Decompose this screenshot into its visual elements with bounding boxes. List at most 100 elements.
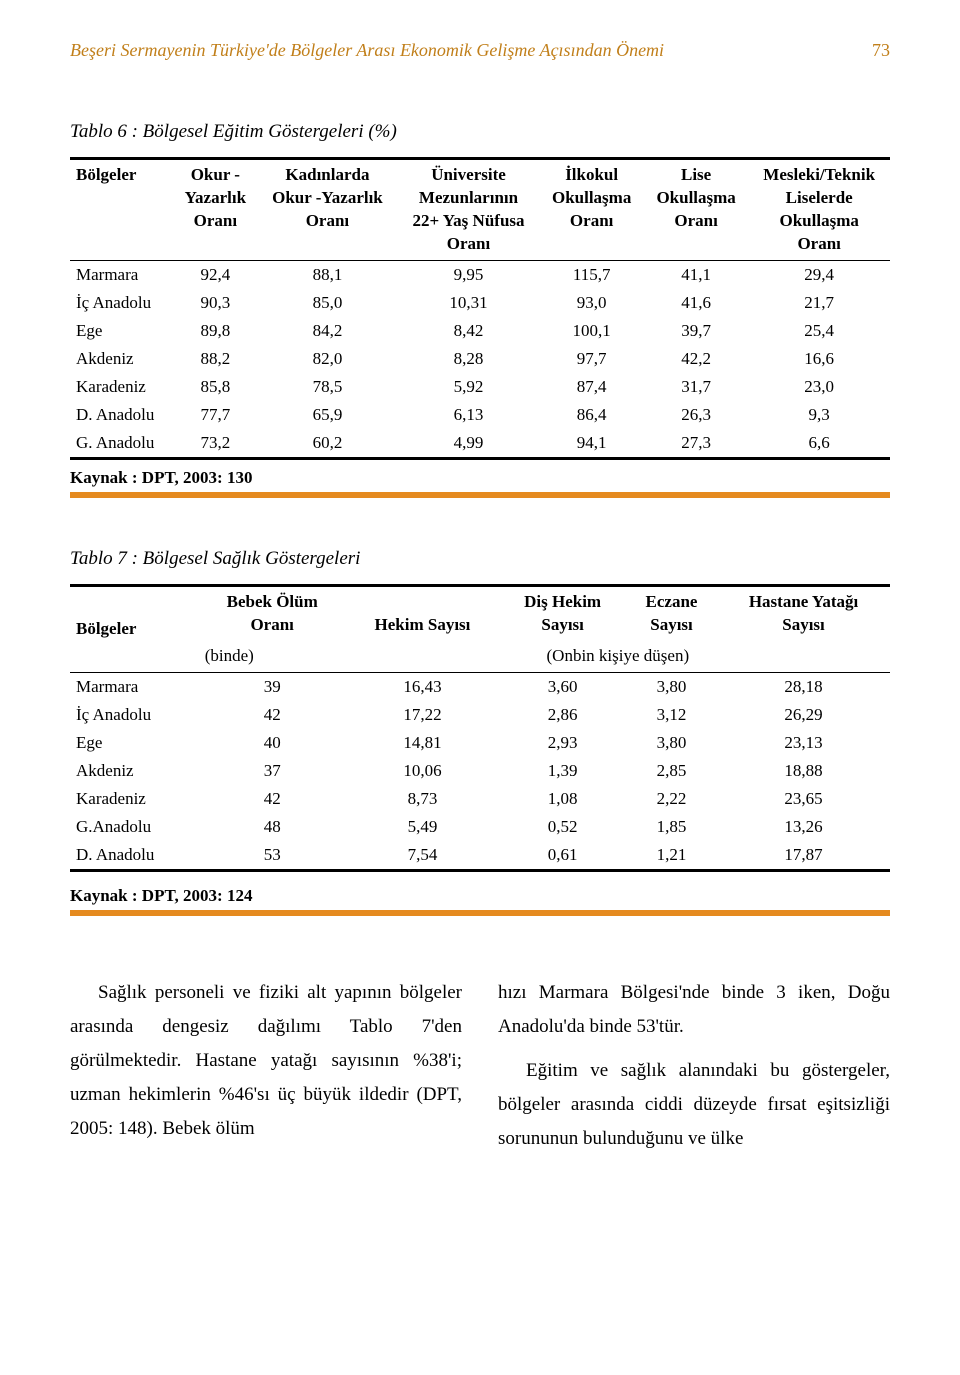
cell: 17,22 — [346, 701, 500, 729]
body-para-r1: hızı Marmara Bölgesi'nde binde 3 iken, D… — [498, 976, 890, 1044]
table-row: Marmara92,488,19,95115,741,129,4 — [70, 260, 890, 289]
cell: 5,49 — [346, 813, 500, 841]
cell: 41,1 — [644, 260, 748, 289]
table-row: G. Anadolu73,260,24,9994,127,36,6 — [70, 429, 890, 459]
t6-h-c3: Üniversite Mezunlarının 22+ Yaş Nüfusa O… — [398, 159, 540, 260]
cell: 16,6 — [748, 345, 890, 373]
cell: 7,54 — [346, 841, 500, 871]
table-row: G.Anadolu485,490,521,8513,26 — [70, 813, 890, 841]
cell: 73,2 — [173, 429, 257, 459]
cell: 9,95 — [398, 260, 540, 289]
table-row: Ege4014,812,933,8023,13 — [70, 729, 890, 757]
cell: 1,39 — [499, 757, 626, 785]
cell: 89,8 — [173, 317, 257, 345]
cell: 28,18 — [717, 672, 890, 701]
t6-body: Marmara92,488,19,95115,741,129,4İç Anado… — [70, 260, 890, 458]
t6-h-c4: İlkokul Okullaşma Oranı — [539, 159, 643, 260]
t6-h-c0: Bölgeler — [70, 159, 173, 260]
cell: 2,93 — [499, 729, 626, 757]
cell: 8,73 — [346, 785, 500, 813]
cell: 5,92 — [398, 373, 540, 401]
table-row: Karadeniz428,731,082,2223,65 — [70, 785, 890, 813]
cell: 97,7 — [539, 345, 643, 373]
cell: 2,22 — [626, 785, 717, 813]
body-para-r2: Eğitim ve sağlık alanındaki bu göstergel… — [498, 1054, 890, 1157]
t7-h-c3: Diş Hekim Sayısı — [499, 585, 626, 640]
table-row: İç Anadolu4217,222,863,1226,29 — [70, 701, 890, 729]
table6-source: Kaynak : DPT, 2003: 130 — [70, 468, 890, 488]
t6-h-c2: Kadınlarda Okur -Yazarlık Oranı — [257, 159, 397, 260]
row-label: Akdeniz — [70, 345, 173, 373]
cell: 23,0 — [748, 373, 890, 401]
page-number: 73 — [872, 40, 890, 61]
t7-sub-c1: (binde) — [199, 641, 346, 672]
t7-h-c2: Hekim Sayısı — [346, 585, 500, 640]
body-col-right: hızı Marmara Bölgesi'nde binde 3 iken, D… — [498, 976, 890, 1157]
cell: 42,2 — [644, 345, 748, 373]
cell: 94,1 — [539, 429, 643, 459]
cell: 53 — [199, 841, 346, 871]
cell: 3,60 — [499, 672, 626, 701]
t6-h-c6: Mesleki/Teknik Liselerde Okullaşma Oranı — [748, 159, 890, 260]
cell: 29,4 — [748, 260, 890, 289]
cell: 10,06 — [346, 757, 500, 785]
cell: 23,65 — [717, 785, 890, 813]
cell: 48 — [199, 813, 346, 841]
cell: 42 — [199, 701, 346, 729]
t7-h-c4: Eczane Sayısı — [626, 585, 717, 640]
table6: Bölgeler Okur - Yazarlık Oranı Kadınlard… — [70, 157, 890, 460]
cell: 65,9 — [257, 401, 397, 429]
cell: 84,2 — [257, 317, 397, 345]
page: Beşeri Sermayenin Türkiye'de Bölgeler Ar… — [0, 0, 960, 1197]
t7-h-c1: Bebek Ölüm Oranı — [199, 585, 346, 640]
cell: 31,7 — [644, 373, 748, 401]
table-row: Ege89,884,28,42100,139,725,4 — [70, 317, 890, 345]
table6-title: Tablo 6 : Bölgesel Eğitim Göstergeleri (… — [70, 121, 890, 143]
cell: 8,42 — [398, 317, 540, 345]
cell: 16,43 — [346, 672, 500, 701]
cell: 3,80 — [626, 672, 717, 701]
cell: 82,0 — [257, 345, 397, 373]
t7-h-c5: Hastane Yatağı Sayısı — [717, 585, 890, 640]
cell: 23,13 — [717, 729, 890, 757]
cell: 86,4 — [539, 401, 643, 429]
orange-rule-2 — [70, 910, 890, 916]
orange-rule-1 — [70, 492, 890, 498]
cell: 2,86 — [499, 701, 626, 729]
cell: 0,61 — [499, 841, 626, 871]
cell: 88,2 — [173, 345, 257, 373]
page-header: Beşeri Sermayenin Türkiye'de Bölgeler Ar… — [70, 40, 890, 61]
cell: 18,88 — [717, 757, 890, 785]
cell: 88,1 — [257, 260, 397, 289]
cell: 37 — [199, 757, 346, 785]
row-label: Karadeniz — [70, 785, 199, 813]
cell: 10,31 — [398, 289, 540, 317]
cell: 6,6 — [748, 429, 890, 459]
cell: 93,0 — [539, 289, 643, 317]
table-row: Akdeniz3710,061,392,8518,88 — [70, 757, 890, 785]
cell: 78,5 — [257, 373, 397, 401]
row-label: G.Anadolu — [70, 813, 199, 841]
cell: 39 — [199, 672, 346, 701]
row-label: G. Anadolu — [70, 429, 173, 459]
t7-body: Marmara3916,433,603,8028,18İç Anadolu421… — [70, 672, 890, 870]
cell: 3,12 — [626, 701, 717, 729]
body-text: Sağlık personeli ve fiziki alt yapının b… — [70, 976, 890, 1157]
cell: 9,3 — [748, 401, 890, 429]
cell: 21,7 — [748, 289, 890, 317]
cell: 60,2 — [257, 429, 397, 459]
cell: 42 — [199, 785, 346, 813]
cell: 115,7 — [539, 260, 643, 289]
row-label: D. Anadolu — [70, 841, 199, 871]
cell: 77,7 — [173, 401, 257, 429]
cell: 92,4 — [173, 260, 257, 289]
cell: 6,13 — [398, 401, 540, 429]
cell: 100,1 — [539, 317, 643, 345]
table-row: D. Anadolu537,540,611,2117,87 — [70, 841, 890, 871]
table7: Bölgeler Bebek Ölüm Oranı Hekim Sayısı D… — [70, 584, 890, 872]
cell: 90,3 — [173, 289, 257, 317]
row-label: Ege — [70, 317, 173, 345]
cell: 41,6 — [644, 289, 748, 317]
cell: 27,3 — [644, 429, 748, 459]
cell: 26,29 — [717, 701, 890, 729]
